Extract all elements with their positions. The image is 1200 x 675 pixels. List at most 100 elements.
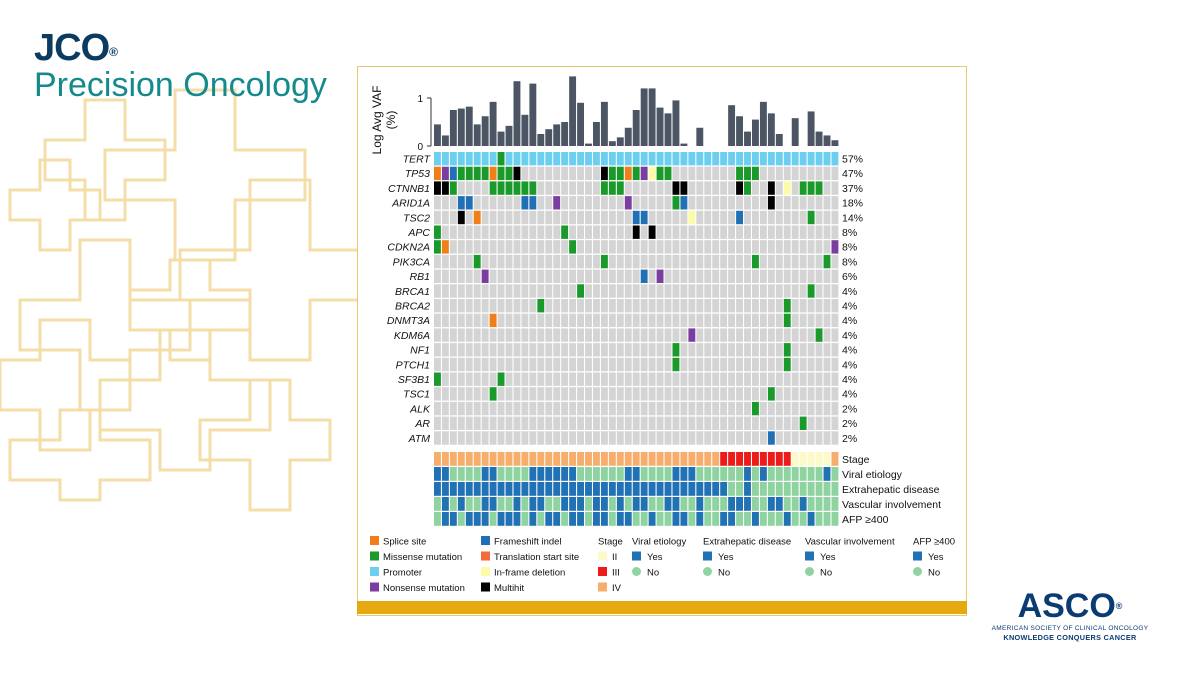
empty-cell <box>569 269 577 283</box>
legend-label: No <box>647 568 659 579</box>
stage-cell <box>799 452 807 466</box>
clinical-cell <box>720 497 728 511</box>
clinical-cell <box>624 512 632 526</box>
empty-cell <box>577 313 584 328</box>
clinical-track-label: Extrahepatic disease <box>842 484 940 496</box>
empty-cell <box>728 254 736 269</box>
decorative-cross-pattern <box>0 88 360 512</box>
empty-cell <box>728 328 736 342</box>
empty-cell <box>529 210 537 225</box>
empty-cell <box>728 416 736 430</box>
alteration-cell <box>513 152 521 166</box>
empty-cell <box>640 240 648 254</box>
empty-cell <box>672 328 680 342</box>
empty-cell <box>561 372 569 386</box>
clinical-cell <box>593 467 600 481</box>
clinical-track-label: Vascular involvement <box>842 499 941 511</box>
clinical-cell <box>807 497 815 511</box>
empty-cell <box>481 254 489 269</box>
clinical-cell <box>489 497 497 511</box>
clinical-cell <box>441 467 449 481</box>
clinical-cell <box>696 467 704 481</box>
empty-cell <box>728 343 736 357</box>
empty-cell <box>608 313 616 328</box>
empty-cell <box>775 196 783 210</box>
alteration-cell <box>736 166 743 181</box>
empty-cell <box>497 328 505 342</box>
legend-label: No <box>820 568 832 579</box>
empty-cell <box>728 401 736 416</box>
legend-label: Nonsense mutation <box>383 583 465 594</box>
empty-cell <box>775 225 783 239</box>
clinical-cell <box>473 467 481 481</box>
clinical-cell <box>569 512 577 526</box>
alteration-cell <box>497 152 505 166</box>
empty-cell <box>823 210 831 225</box>
empty-cell <box>688 372 696 386</box>
alteration-cell <box>513 181 521 195</box>
clinical-cell <box>545 497 553 511</box>
empty-cell <box>704 166 712 181</box>
empty-cell <box>807 431 815 445</box>
legend-label: No <box>928 568 940 579</box>
alteration-cell <box>497 181 505 195</box>
empty-cell <box>736 269 743 283</box>
alteration-cell <box>648 152 656 166</box>
empty-cell <box>696 387 704 401</box>
clinical-cell <box>704 512 712 526</box>
empty-cell <box>664 328 672 342</box>
clinical-cell <box>434 512 441 526</box>
empty-cell <box>521 284 529 298</box>
clinical-cell <box>489 467 497 481</box>
empty-cell <box>664 299 672 313</box>
empty-cell <box>815 269 823 283</box>
empty-cell <box>624 210 632 225</box>
empty-cell <box>759 372 767 386</box>
clinical-cell <box>775 482 783 496</box>
empty-cell <box>759 254 767 269</box>
vaf-bar <box>473 124 481 146</box>
empty-cell <box>489 240 497 254</box>
clinical-cell <box>728 467 736 481</box>
stage-cell <box>680 452 688 466</box>
empty-cell <box>728 387 736 401</box>
empty-cell <box>457 254 465 269</box>
empty-cell <box>704 387 712 401</box>
empty-cell <box>680 357 688 372</box>
empty-cell <box>441 431 449 445</box>
alteration-cell <box>712 152 720 166</box>
empty-cell <box>481 357 489 372</box>
alteration-cell <box>807 210 815 225</box>
alteration-cell <box>823 254 831 269</box>
clinical-cell <box>744 482 751 496</box>
empty-cell <box>783 240 791 254</box>
stage-cell <box>497 452 505 466</box>
empty-cell <box>537 401 545 416</box>
empty-cell <box>545 269 553 283</box>
empty-cell <box>736 254 743 269</box>
alteration-cell <box>680 152 688 166</box>
alteration-cell <box>441 152 449 166</box>
vaf-bar <box>481 116 489 146</box>
vaf-bar <box>593 122 600 146</box>
empty-cell <box>473 328 481 342</box>
bar-y-label: (%) <box>384 111 398 130</box>
clinical-cell <box>608 482 616 496</box>
alteration-cell <box>640 210 648 225</box>
stage-cell <box>648 452 656 466</box>
empty-cell <box>807 343 815 357</box>
stage-cell <box>585 452 592 466</box>
empty-cell <box>759 181 767 195</box>
empty-cell <box>553 225 561 239</box>
empty-cell <box>553 401 561 416</box>
empty-cell <box>545 299 553 313</box>
empty-cell <box>600 343 608 357</box>
empty-cell <box>465 225 473 239</box>
empty-cell <box>656 387 664 401</box>
empty-cell <box>736 372 743 386</box>
empty-cell <box>624 387 632 401</box>
empty-cell <box>473 416 481 430</box>
clinical-cell <box>672 512 680 526</box>
empty-cell <box>736 401 743 416</box>
gene-frequency: 4% <box>842 374 857 386</box>
